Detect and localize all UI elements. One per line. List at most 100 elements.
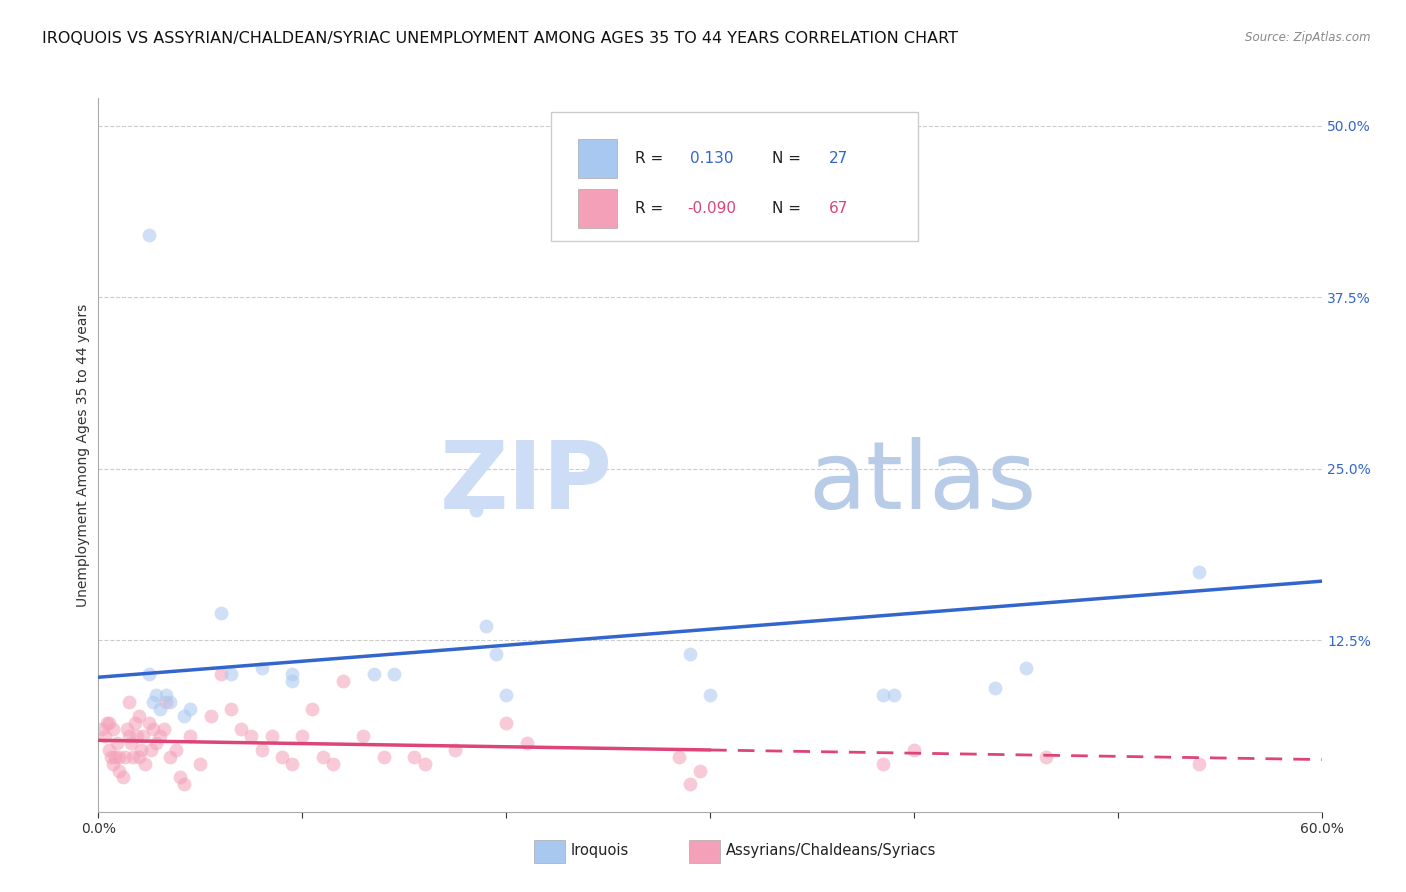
Point: [155, 695, 177, 709]
Point: [149, 729, 172, 743]
Bar: [578, 189, 617, 228]
Point: [1188, 756, 1211, 771]
Point: [984, 681, 1007, 696]
Text: -0.090: -0.090: [686, 202, 735, 216]
Point: [209, 606, 232, 620]
Point: [173, 777, 195, 791]
Point: [231, 723, 253, 737]
Point: [108, 764, 131, 778]
Point: [872, 688, 894, 702]
Text: R =: R =: [636, 152, 664, 166]
Point: [312, 749, 335, 764]
Point: [155, 688, 177, 702]
Text: Source: ZipAtlas.com: Source: ZipAtlas.com: [1246, 31, 1371, 45]
Text: 0.130: 0.130: [690, 152, 734, 166]
Point: [883, 688, 905, 702]
Point: [1035, 749, 1057, 764]
Point: [101, 723, 124, 737]
Point: [322, 756, 344, 771]
Point: [689, 764, 711, 778]
Point: [872, 756, 894, 771]
Point: [127, 729, 149, 743]
Point: [699, 688, 721, 702]
Point: [250, 743, 273, 757]
Point: [679, 777, 702, 791]
Point: [100, 749, 122, 764]
Point: [91, 723, 114, 737]
Point: [101, 756, 124, 771]
Point: [281, 667, 304, 681]
Y-axis label: Unemployment Among Ages 35 to 44 years: Unemployment Among Ages 35 to 44 years: [76, 303, 90, 607]
Point: [291, 729, 314, 743]
Point: [149, 702, 172, 716]
Point: [444, 743, 467, 757]
Text: 67: 67: [828, 202, 848, 216]
Point: [128, 708, 150, 723]
Point: [115, 723, 138, 737]
Point: [118, 695, 141, 709]
FancyBboxPatch shape: [551, 112, 918, 241]
Point: [108, 749, 131, 764]
Point: [464, 503, 486, 517]
Point: [120, 736, 142, 750]
Point: [495, 688, 517, 702]
Point: [118, 729, 141, 743]
Point: [132, 729, 155, 743]
Point: [142, 723, 165, 737]
Point: [173, 708, 195, 723]
Point: [219, 667, 242, 681]
Point: [1015, 660, 1038, 674]
Point: [134, 756, 156, 771]
Point: [301, 702, 323, 716]
Point: [188, 756, 212, 771]
Point: [122, 749, 145, 764]
Point: [404, 749, 426, 764]
Point: [219, 702, 242, 716]
Point: [474, 619, 498, 633]
Point: [352, 729, 374, 743]
Point: [382, 667, 405, 681]
Point: [93, 729, 115, 743]
Point: [179, 729, 201, 743]
Point: [97, 743, 120, 757]
Text: Iroquois: Iroquois: [571, 844, 628, 858]
Text: IROQUOIS VS ASSYRIAN/CHALDEAN/SYRIAC UNEMPLOYMENT AMONG AGES 35 TO 44 YEARS CORR: IROQUOIS VS ASSYRIAN/CHALDEAN/SYRIAC UNE…: [42, 31, 957, 46]
Text: atlas: atlas: [808, 437, 1036, 530]
Point: [111, 771, 134, 785]
Point: [373, 749, 395, 764]
Point: [128, 749, 150, 764]
Point: [96, 715, 118, 730]
Point: [200, 708, 222, 723]
Point: [903, 743, 925, 757]
Point: [1188, 565, 1211, 579]
Point: [124, 715, 146, 730]
Text: Assyrians/Chaldeans/Syriacs: Assyrians/Chaldeans/Syriacs: [725, 844, 936, 858]
Point: [169, 771, 191, 785]
Point: [97, 715, 120, 730]
Point: [105, 736, 128, 750]
Point: [516, 736, 538, 750]
Point: [363, 667, 385, 681]
Point: [209, 667, 232, 681]
Point: [679, 647, 702, 661]
Point: [138, 715, 160, 730]
Bar: [578, 139, 617, 178]
Point: [240, 729, 263, 743]
Point: [159, 695, 181, 709]
Point: [145, 688, 167, 702]
Text: R =: R =: [636, 202, 664, 216]
Point: [270, 749, 294, 764]
Point: [165, 743, 187, 757]
Point: [332, 674, 354, 689]
Point: [104, 749, 127, 764]
Point: [413, 756, 436, 771]
Point: [179, 702, 201, 716]
Point: [260, 729, 283, 743]
Point: [485, 647, 508, 661]
Text: 27: 27: [828, 152, 848, 166]
Point: [668, 749, 690, 764]
Point: [281, 756, 304, 771]
Point: [250, 660, 273, 674]
Point: [129, 743, 152, 757]
Text: ZIP: ZIP: [439, 437, 612, 530]
